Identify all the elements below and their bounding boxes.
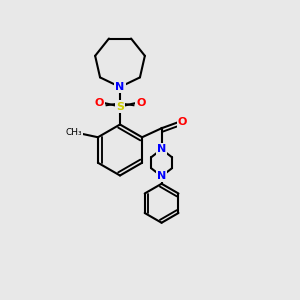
Text: O: O: [178, 117, 187, 127]
Text: S: S: [116, 101, 124, 112]
Text: O: O: [94, 98, 104, 108]
Text: N: N: [157, 171, 166, 181]
Text: CH₃: CH₃: [66, 128, 82, 137]
Text: N: N: [157, 144, 166, 154]
Text: N: N: [116, 82, 124, 92]
Text: O: O: [136, 98, 146, 108]
